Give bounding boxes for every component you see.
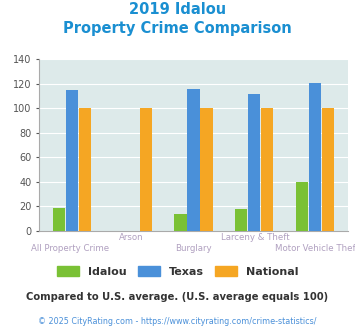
- Bar: [53, 208, 65, 231]
- Text: 2019 Idalou: 2019 Idalou: [129, 2, 226, 16]
- Bar: [296, 182, 308, 231]
- Bar: [261, 109, 273, 231]
- Bar: [309, 83, 321, 231]
- Bar: [79, 109, 91, 231]
- Bar: [174, 214, 186, 231]
- Text: Property Crime Comparison: Property Crime Comparison: [63, 21, 292, 36]
- Text: Arson: Arson: [119, 233, 144, 242]
- Bar: [66, 90, 78, 231]
- Bar: [235, 209, 247, 231]
- Bar: [322, 109, 334, 231]
- Bar: [187, 89, 200, 231]
- Legend: Idalou, Texas, National: Idalou, Texas, National: [52, 261, 303, 281]
- Text: Burglary: Burglary: [175, 244, 212, 253]
- Bar: [201, 109, 213, 231]
- Text: © 2025 CityRating.com - https://www.cityrating.com/crime-statistics/: © 2025 CityRating.com - https://www.city…: [38, 317, 317, 326]
- Bar: [248, 94, 260, 231]
- Text: All Property Crime: All Property Crime: [31, 244, 109, 253]
- Text: Compared to U.S. average. (U.S. average equals 100): Compared to U.S. average. (U.S. average …: [26, 292, 329, 302]
- Bar: [140, 109, 152, 231]
- Text: Larceny & Theft: Larceny & Theft: [221, 233, 290, 242]
- Text: Motor Vehicle Theft: Motor Vehicle Theft: [275, 244, 355, 253]
